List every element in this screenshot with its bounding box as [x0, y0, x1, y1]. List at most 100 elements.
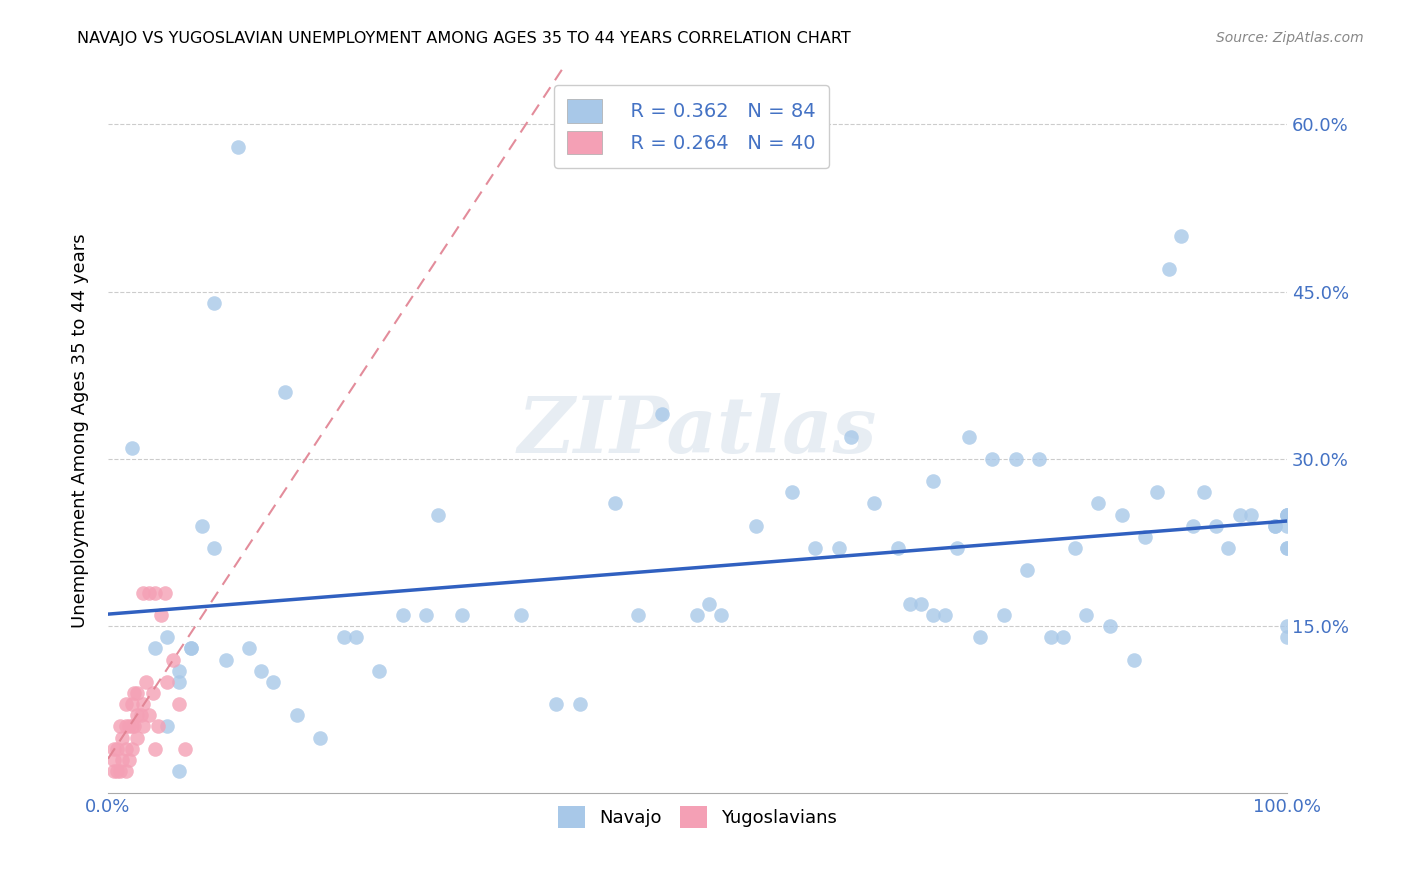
Point — [804, 541, 827, 555]
Point — [114, 764, 136, 778]
Point — [118, 719, 141, 733]
Point — [108, 764, 131, 778]
Point — [1170, 228, 1192, 243]
Point — [121, 719, 143, 733]
Point — [957, 429, 980, 443]
Point — [162, 652, 184, 666]
Point — [167, 674, 190, 689]
Point — [898, 597, 921, 611]
Point — [1111, 508, 1133, 522]
Point — [922, 607, 945, 622]
Point — [103, 764, 125, 778]
Point — [121, 741, 143, 756]
Point — [173, 741, 195, 756]
Point — [226, 139, 249, 153]
Point — [111, 753, 134, 767]
Point — [156, 630, 179, 644]
Point — [544, 697, 567, 711]
Point — [1264, 518, 1286, 533]
Point — [839, 429, 862, 443]
Point — [262, 674, 284, 689]
Point — [1004, 451, 1026, 466]
Point — [103, 741, 125, 756]
Point — [1181, 518, 1204, 533]
Point — [344, 630, 367, 644]
Point — [202, 541, 225, 555]
Point — [710, 607, 733, 622]
Point — [603, 496, 626, 510]
Point — [142, 686, 165, 700]
Point — [121, 697, 143, 711]
Point — [1275, 541, 1298, 555]
Point — [863, 496, 886, 510]
Point — [143, 641, 166, 656]
Point — [1275, 508, 1298, 522]
Point — [686, 607, 709, 622]
Point — [391, 607, 413, 622]
Point — [274, 384, 297, 399]
Point — [111, 731, 134, 745]
Point — [1146, 485, 1168, 500]
Point — [114, 719, 136, 733]
Point — [114, 697, 136, 711]
Point — [1275, 630, 1298, 644]
Point — [1275, 619, 1298, 633]
Point — [118, 753, 141, 767]
Point — [138, 585, 160, 599]
Point — [1063, 541, 1085, 555]
Point — [238, 641, 260, 656]
Point — [1194, 485, 1216, 500]
Point — [993, 607, 1015, 622]
Point — [135, 674, 157, 689]
Point — [127, 686, 149, 700]
Point — [1040, 630, 1063, 644]
Point — [651, 407, 673, 421]
Point — [132, 719, 155, 733]
Point — [143, 585, 166, 599]
Point — [1122, 652, 1144, 666]
Point — [107, 764, 129, 778]
Point — [285, 708, 308, 723]
Point — [1240, 508, 1263, 522]
Point — [780, 485, 803, 500]
Point — [368, 664, 391, 678]
Point — [934, 607, 956, 622]
Point — [969, 630, 991, 644]
Point — [1216, 541, 1239, 555]
Point — [1229, 508, 1251, 522]
Point — [1264, 518, 1286, 533]
Point — [1205, 518, 1227, 533]
Point — [107, 741, 129, 756]
Text: ZIPatlas: ZIPatlas — [517, 392, 877, 469]
Point — [922, 474, 945, 488]
Point — [156, 674, 179, 689]
Point — [103, 753, 125, 767]
Point — [1135, 530, 1157, 544]
Point — [1017, 563, 1039, 577]
Point — [202, 295, 225, 310]
Point — [1157, 262, 1180, 277]
Point — [179, 641, 201, 656]
Point — [697, 597, 720, 611]
Point — [138, 708, 160, 723]
Legend: Navajo, Yugoslavians: Navajo, Yugoslavians — [550, 798, 845, 835]
Text: Source: ZipAtlas.com: Source: ZipAtlas.com — [1216, 31, 1364, 45]
Point — [150, 607, 173, 622]
Point — [332, 630, 354, 644]
Point — [415, 607, 437, 622]
Point — [450, 607, 472, 622]
Point — [129, 708, 152, 723]
Point — [167, 764, 190, 778]
Point — [627, 607, 650, 622]
Point — [114, 741, 136, 756]
Point — [745, 518, 768, 533]
Point — [167, 664, 190, 678]
Point — [1275, 541, 1298, 555]
Y-axis label: Unemployment Among Ages 35 to 44 years: Unemployment Among Ages 35 to 44 years — [72, 234, 89, 628]
Point — [568, 697, 591, 711]
Point — [1275, 508, 1298, 522]
Point — [108, 719, 131, 733]
Point — [1028, 451, 1050, 466]
Point — [1052, 630, 1074, 644]
Point — [191, 518, 214, 533]
